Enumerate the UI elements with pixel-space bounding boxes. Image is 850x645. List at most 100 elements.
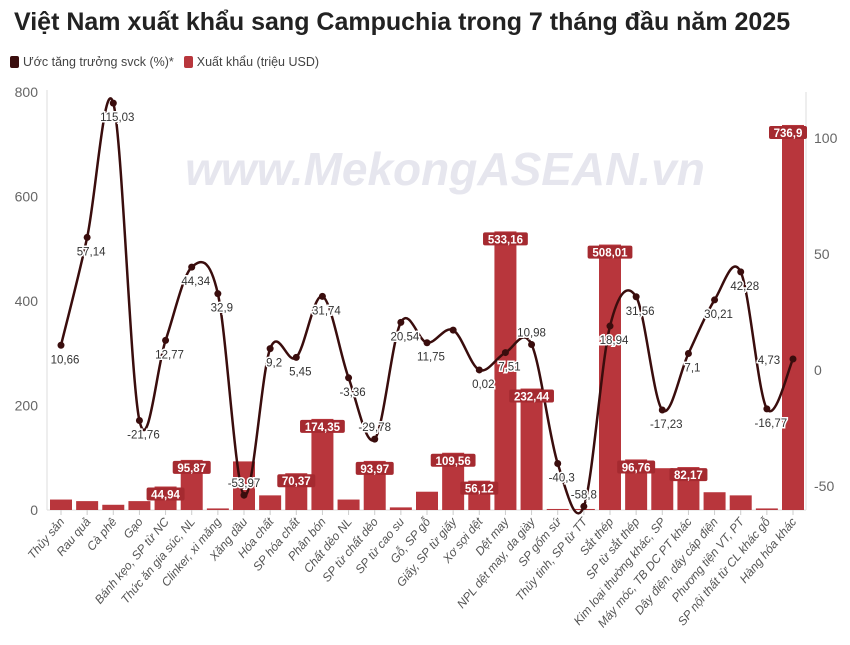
bar [102,504,125,510]
left-tick-label: 600 [15,189,39,205]
growth-value-label: 18,94 [600,335,629,347]
growth-point [606,322,614,330]
growth-value-label: -58,8 [571,489,597,501]
legend-swatch-line [10,56,19,68]
legend-swatch-bar [183,56,193,68]
growth-value-label: 10,98 [517,328,546,340]
growth-point [789,355,797,363]
bar-label-bg [355,461,394,475]
bar [546,508,569,510]
growth-point [763,405,771,413]
bar [337,499,360,510]
growth-point [188,263,196,271]
growth-point [423,339,431,347]
bar-label-bg [617,460,656,474]
growth-point [109,99,117,107]
growth-point [57,341,65,349]
bar-label-bg [509,389,554,403]
bar [729,495,752,510]
growth-point [632,293,640,301]
bar [311,418,334,510]
bar-value-label: 174,35 [305,422,341,434]
bar-value-label: 96,76 [622,462,651,474]
bar-label-bg [430,453,476,467]
growth-point [475,366,483,374]
bar [703,492,726,510]
growth-point [580,502,588,510]
growth-point [135,416,143,424]
bar-value-label: 95,87 [177,463,206,475]
bar [50,499,72,510]
bar-label-bg [300,419,345,433]
chart-title: Việt Nam xuất khẩu sang Campuchia trong … [14,8,791,36]
bar-label-bg [587,245,633,259]
bar-label-bg [146,487,185,501]
bar-value-label: 70,37 [282,476,311,488]
growth-value-label: 10,66 [51,354,80,366]
growth-point [737,268,745,276]
bar-value-label: 44,94 [151,490,180,502]
right-tick-label: 100 [814,130,838,146]
growth-value-label: -29,78 [358,422,391,434]
bar-value-label: 93,97 [360,464,389,476]
growth-value-label: 4,73 [758,355,780,367]
bar-value-label: 82,17 [674,470,703,482]
growth-point [449,326,457,334]
bar [494,231,517,511]
bar [259,495,282,510]
growth-point [240,491,248,499]
legend-label-export: Xuất khẩu (triệu USD) [196,55,320,69]
growth-point [658,406,666,414]
legend: Ước tăng trưởng svck (%)* Xuất khẩu (tri… [10,55,319,69]
legend-item-growth: Ước tăng trưởng svck (%)* [10,55,174,69]
growth-value-label: 30,21 [704,309,733,321]
growth-value-label: 12,77 [155,349,184,361]
bar [389,507,412,510]
left-tick-label: 0 [30,502,38,518]
bar-label-bg [172,460,211,474]
growth-point [371,435,379,443]
bar-label-bg [769,125,807,139]
growth-value-label: 11,75 [417,352,445,364]
growth-value-label: 7,1 [684,363,700,375]
growth-value-label: -3,36 [339,387,365,399]
bar-label-bg [460,481,499,495]
growth-value-label: 57,14 [77,246,106,258]
growth-point [266,345,274,353]
bars [50,124,804,511]
bar [755,508,778,510]
bar [128,501,151,510]
legend-label-growth: Ước tăng trưởng svck (%)* [23,55,174,69]
growth-value-label: -40,3 [549,472,575,484]
growth-value-label: 9,2 [266,358,282,370]
growth-point [345,374,353,382]
bar-value-label: 56,12 [465,484,494,496]
legend-item-export: Xuất khẩu (triệu USD) [183,55,320,69]
growth-point [684,350,692,358]
bar-label-bg [669,468,708,482]
growth-value-label: -17,23 [650,419,683,431]
growth-value-label: -16,77 [755,418,788,430]
growth-point [83,233,91,241]
bar [782,124,804,510]
growth-value-label: 31,56 [626,306,655,318]
bar-value-label: 533,16 [488,234,523,246]
bar [416,491,438,510]
growth-point [214,290,222,298]
growth-point [318,292,326,300]
left-tick-label: 200 [15,398,39,414]
growth-value-label: 42,28 [730,281,759,293]
bar-value-label: 232,44 [514,392,550,404]
growth-value-label: 115,03 [100,112,134,124]
bar-label-bg [483,232,528,246]
growth-value-label: 44,34 [181,276,210,288]
right-tick-label: 0 [814,362,822,378]
bar-label-bg [277,474,316,488]
growth-value-label: 5,45 [289,366,311,378]
growth-value-label: -53,97 [228,478,261,490]
growth-value-label: 20,54 [390,331,419,343]
bar [442,452,465,510]
growth-point [292,353,300,361]
bar [76,501,99,510]
